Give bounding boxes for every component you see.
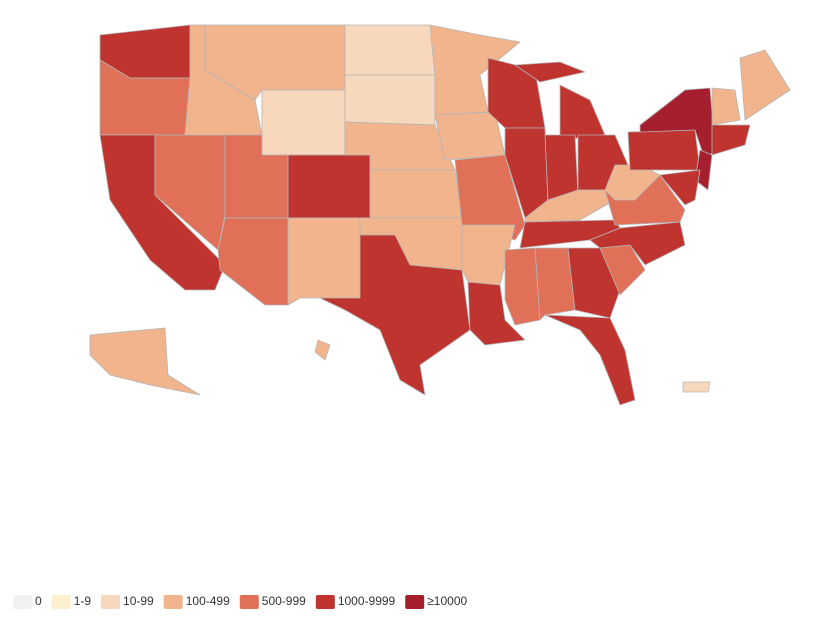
legend-label[interactable]: 0 [35, 594, 42, 608]
state [589, 221, 686, 266]
legend-swatch[interactable] [405, 595, 425, 609]
state [504, 247, 541, 326]
state [544, 134, 579, 201]
legend-label[interactable]: 100-499 [186, 594, 230, 608]
state [627, 129, 701, 171]
state [261, 89, 346, 156]
states [89, 24, 791, 406]
state [682, 381, 711, 393]
legend-swatch[interactable] [101, 595, 121, 609]
legend-label[interactable]: ≥10000 [427, 594, 467, 608]
state [711, 124, 751, 156]
state [369, 169, 463, 219]
legend: 0 1-9 10-99 100-499 500-999 1000-9999 ≥10000 [13, 594, 468, 609]
legend-swatch[interactable] [239, 595, 259, 609]
state [467, 281, 526, 346]
state [559, 84, 606, 141]
state [739, 49, 791, 121]
state [711, 87, 741, 126]
state [319, 234, 471, 396]
legend-swatch[interactable] [163, 595, 183, 609]
legend-label[interactable]: 10-99 [123, 594, 154, 608]
legend-swatch[interactable] [13, 595, 32, 609]
state [659, 169, 701, 206]
state [544, 314, 636, 406]
state [344, 74, 436, 126]
state [314, 339, 331, 361]
state [217, 217, 289, 306]
state [514, 61, 586, 83]
state [89, 327, 201, 396]
state [454, 154, 526, 241]
state [429, 24, 521, 116]
legend-label[interactable]: 1000-9999 [338, 594, 396, 608]
state [287, 217, 361, 306]
legend-label[interactable]: 1-9 [74, 594, 92, 608]
state [694, 149, 713, 191]
state [287, 154, 371, 219]
state [344, 24, 436, 76]
state [534, 247, 576, 321]
legend-label[interactable]: 500-999 [262, 594, 306, 608]
legend-swatch[interactable] [51, 595, 71, 609]
state [567, 247, 621, 319]
state [434, 111, 506, 161]
legend-swatch[interactable] [315, 595, 335, 609]
